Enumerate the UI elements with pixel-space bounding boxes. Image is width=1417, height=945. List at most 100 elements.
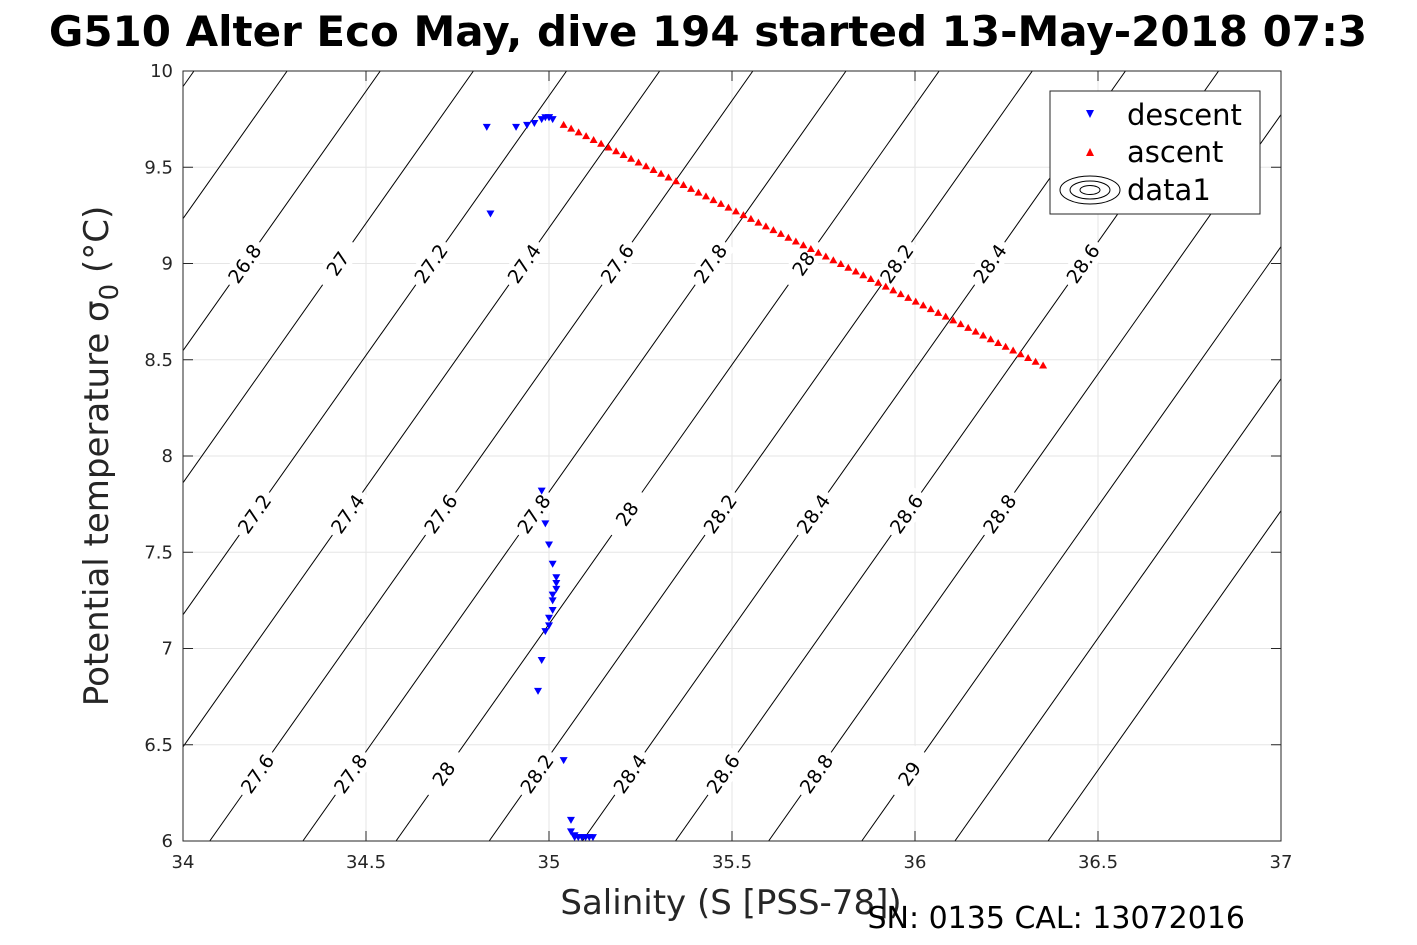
ascent-point	[859, 271, 868, 279]
descent-point	[566, 828, 575, 836]
contour-label-bg	[325, 745, 376, 802]
ascent-point	[574, 128, 583, 136]
ascent-point	[709, 196, 718, 204]
x-tick-label: 35.5	[712, 852, 752, 873]
isopycnal-line	[954, 377, 1281, 841]
descent-point	[537, 487, 546, 495]
descent-point	[545, 541, 553, 549]
x-tick-label: 34	[172, 852, 195, 873]
descent-point	[552, 574, 561, 582]
contour-label-bg	[791, 745, 841, 802]
isopycnal-line	[395, 71, 940, 841]
contour-label-bg	[685, 235, 736, 292]
ascent-point	[806, 244, 815, 252]
contour-label-bg	[871, 235, 922, 292]
ascent-point	[612, 147, 621, 155]
ascent-point	[919, 301, 928, 309]
ascent-point	[589, 135, 598, 143]
ascent-point	[836, 260, 845, 268]
legend: descent ascent data1	[1049, 90, 1261, 215]
y-axis-label: Potential temperature σ0 (°C)	[77, 206, 125, 706]
ascent-point	[799, 241, 808, 249]
y-tick-label: 9	[162, 254, 173, 275]
ascent-point	[686, 184, 695, 192]
ascent-point	[731, 207, 740, 215]
ascent-point	[1039, 361, 1048, 369]
descent-point	[541, 628, 550, 636]
isopycnal-line	[581, 71, 1126, 841]
contour-label-bg	[881, 485, 932, 542]
ascent-point	[619, 150, 628, 158]
ascent-point	[911, 297, 920, 305]
ascent-point	[896, 290, 905, 298]
descent-point	[523, 121, 532, 129]
ascent-point	[649, 166, 658, 174]
contour-label-bg	[511, 745, 562, 802]
ascent-point	[904, 293, 913, 301]
ascent-point	[746, 214, 755, 222]
ascent-point	[657, 169, 666, 177]
x-tick-label: 35	[538, 852, 561, 873]
contour-label-bg	[1058, 235, 1108, 292]
ascent-point	[634, 158, 643, 166]
contour-label-bg	[322, 485, 373, 542]
ascent-series	[559, 120, 1048, 369]
ascent-point	[889, 286, 898, 294]
ascent-point	[1001, 342, 1010, 350]
contour-label-bg	[964, 235, 1015, 292]
ascent-point	[934, 308, 943, 316]
ascent-point	[769, 226, 778, 234]
ascent-point	[956, 320, 965, 328]
ascent-point	[716, 199, 725, 207]
legend-data1-label: data1	[1127, 173, 1211, 207]
contour-label-bg	[405, 235, 456, 292]
ascent-point	[1024, 354, 1033, 362]
legend-contour-marker	[1059, 175, 1121, 205]
descent-point	[486, 210, 495, 218]
footer-serial-calibration: SN: 0135 CAL: 13072016	[867, 901, 1245, 936]
descent-point	[537, 657, 546, 665]
descent-point	[566, 816, 575, 824]
ascent-point	[844, 263, 853, 271]
contour-label-bg	[884, 745, 935, 802]
ascent-point	[582, 132, 591, 140]
descent-point	[548, 591, 557, 599]
y-tick-label: 8.5	[144, 350, 173, 371]
descent-point	[534, 687, 543, 695]
descent-series	[482, 114, 597, 842]
descent-point	[548, 560, 557, 568]
contour-label-bg	[508, 485, 559, 542]
legend-descent-label: descent	[1127, 98, 1242, 132]
descent-point	[548, 597, 557, 605]
ascent-point	[986, 335, 995, 343]
ascent-point	[829, 256, 838, 264]
contour-label-bg	[602, 485, 652, 542]
contour-label-bg	[698, 745, 748, 802]
ascent-point	[1009, 346, 1018, 354]
y-tick-label: 8	[162, 446, 173, 467]
descent-point	[545, 614, 553, 622]
ascent-point	[754, 218, 763, 226]
ascent-point	[627, 154, 636, 162]
y-axis-label-unit: (°C)	[77, 206, 117, 284]
legend-descent-marker	[1086, 110, 1094, 118]
ascent-point	[971, 327, 980, 335]
contour-label-bg	[499, 235, 549, 292]
ascent-point	[791, 237, 800, 245]
contour-label-bg	[788, 485, 838, 542]
contour-label-bg	[219, 235, 270, 292]
isopycnal-line	[183, 71, 288, 220]
x-tick-label: 36.5	[1078, 852, 1118, 873]
ascent-point	[851, 267, 860, 275]
ascent-point	[739, 211, 748, 219]
isopycnal-line	[488, 71, 1033, 841]
y-tick-label: 7.5	[144, 542, 173, 563]
descent-point	[530, 119, 539, 127]
x-tick-label: 36	[904, 852, 927, 873]
ascent-point	[567, 124, 576, 132]
y-tick-label: 7	[162, 639, 173, 660]
ascent-point	[761, 222, 770, 230]
ascent-point	[776, 229, 785, 237]
descent-point	[552, 585, 561, 593]
ascent-point	[664, 173, 673, 181]
